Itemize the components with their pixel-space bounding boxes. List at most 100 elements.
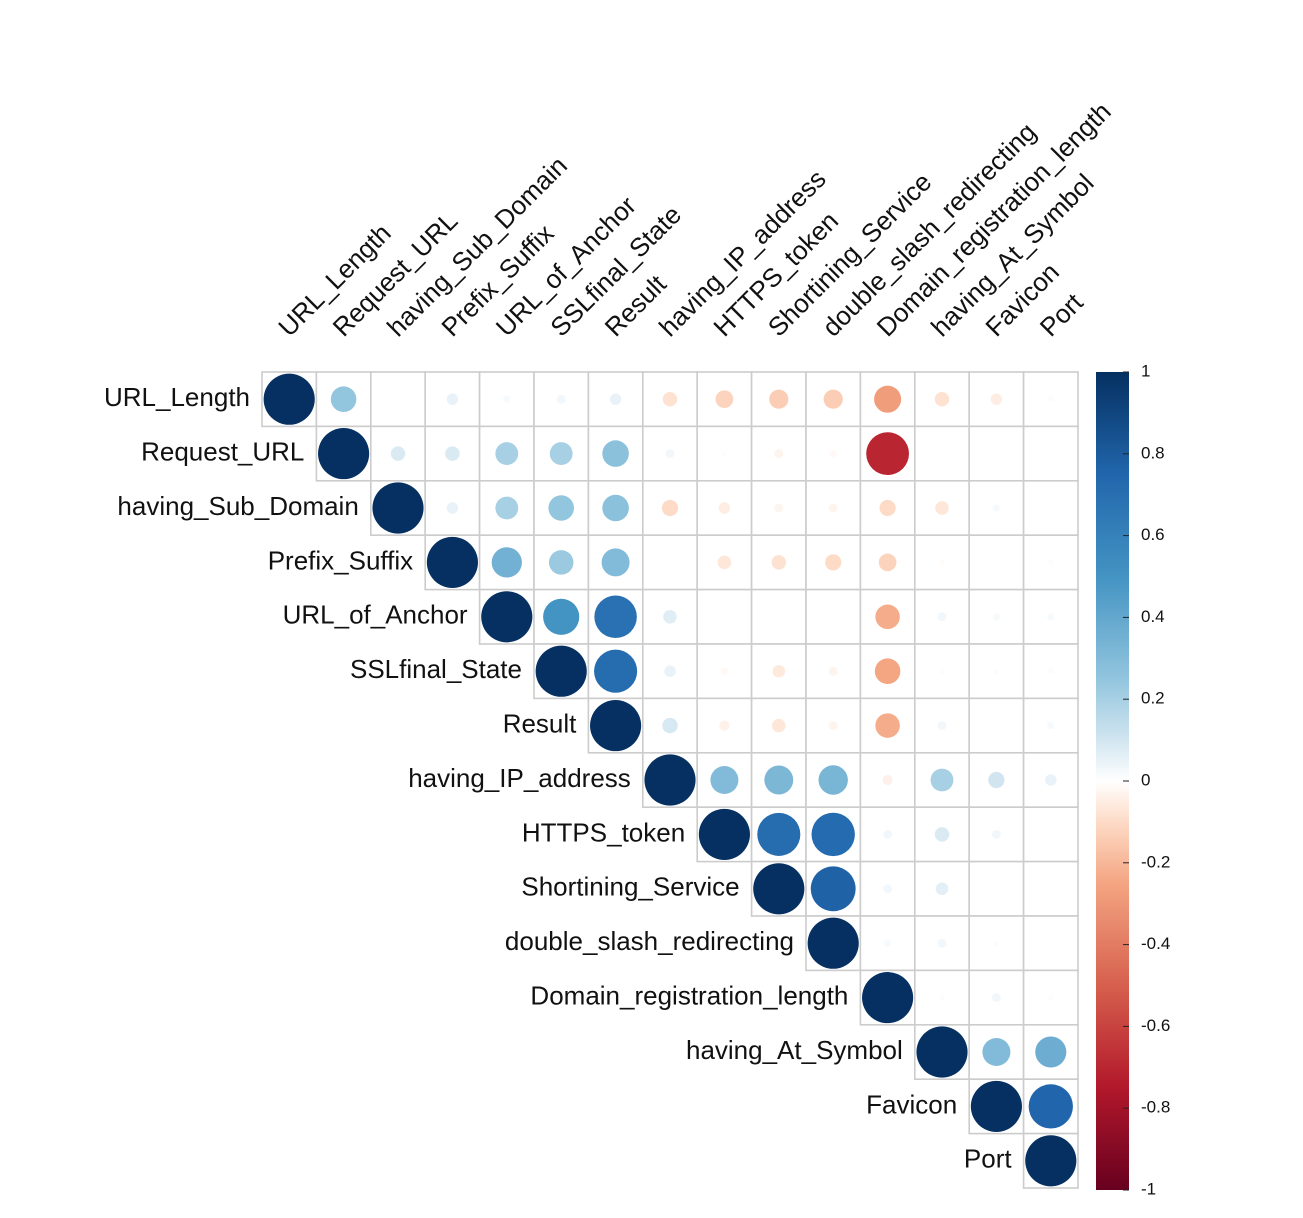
legend-tick-label: -0.2 (1141, 852, 1170, 871)
grid-cell (968, 371, 1025, 428)
correlation-circle (772, 664, 786, 678)
correlation-circle (916, 1026, 968, 1078)
grid-cell (369, 371, 426, 428)
correlation-circle (991, 829, 1001, 839)
grid-cell (641, 371, 698, 428)
grid-cell (1022, 479, 1079, 536)
correlation-circle (661, 499, 679, 517)
column-labels: URL_LengthRequest_URLhaving_Sub_DomainPr… (272, 96, 1116, 342)
grid-cell (1022, 915, 1079, 972)
grid-cell (968, 534, 1025, 591)
correlation-circle (602, 440, 629, 467)
correlation-circle (970, 1080, 1022, 1132)
correlation-circle (594, 649, 638, 693)
legend-tick-label: -0.6 (1141, 1016, 1170, 1035)
correlation-circle (772, 718, 786, 733)
correlation-circle (1047, 613, 1055, 621)
correlation-circle (878, 553, 897, 572)
correlation-circle (495, 442, 519, 466)
correlation-circle (590, 700, 642, 752)
row-label: Request_URL (141, 436, 304, 466)
correlation-circle (937, 938, 947, 948)
correlation-circle (665, 449, 675, 459)
correlation-circle (602, 494, 629, 522)
correlation-circle (810, 866, 856, 912)
correlation-circle (372, 482, 424, 534)
correlation-circle (662, 391, 678, 407)
correlation-circle (491, 547, 522, 578)
correlation-circle (446, 393, 459, 405)
grid-cell (1022, 425, 1079, 482)
legend-tick-label: 0 (1141, 770, 1150, 789)
row-label: Shortining_Service (521, 872, 739, 902)
correlation-circle (883, 939, 892, 947)
correlation-circle (609, 393, 622, 405)
correlation-circle (664, 665, 676, 677)
color-legend: 1 0.8 0.6 0.4 0.2 0 -0.2 -0.4 -0.6 -0.8 -1 (1096, 361, 1170, 1198)
correlation-circle (818, 765, 848, 795)
correlation-circle (866, 432, 909, 475)
correlation-circle (811, 812, 855, 857)
legend-tick-label: -0.4 (1141, 934, 1170, 953)
correlation-circle (698, 808, 750, 860)
correlation-circles (263, 373, 1077, 1187)
correlation-circle (445, 446, 460, 461)
correlation-circle (1048, 668, 1054, 674)
row-label: Prefix_Suffix (268, 545, 413, 575)
row-label: Domain_registration_length (530, 980, 848, 1010)
row-label: SSLfinal_State (350, 654, 522, 684)
grid-cell (641, 697, 698, 754)
correlation-circle (882, 774, 893, 786)
grid-cell (1022, 860, 1079, 917)
correlation-circle (549, 442, 573, 466)
correlation-circle (825, 554, 842, 571)
legend-tick-label: 0.2 (1141, 689, 1165, 708)
legend-tick-label: -1 (1141, 1179, 1156, 1198)
grid-cell (968, 860, 1025, 917)
correlation-circle (543, 598, 580, 635)
correlation-circle (991, 993, 1001, 1003)
correlation-circle (939, 995, 945, 1001)
correlation-circle (1035, 1036, 1067, 1068)
correlation-circle (934, 391, 950, 407)
correlation-circle (939, 559, 945, 565)
row-label: HTTPS_token (522, 817, 685, 847)
correlation-circle (662, 717, 678, 734)
correlation-circle (774, 449, 784, 459)
correlation-circle (823, 389, 843, 409)
correlation-circle (263, 373, 315, 425)
correlation-circle (930, 768, 954, 792)
grid-cell (750, 588, 807, 645)
correlation-circle (883, 829, 893, 839)
correlation-circle (828, 721, 838, 731)
correlation-circle (644, 754, 696, 806)
row-label: double_slash_redirecting (505, 926, 794, 956)
correlation-circle (548, 495, 574, 521)
grid-cell (1022, 969, 1079, 1026)
correlation-circle (710, 766, 739, 794)
correlation-circle (874, 658, 901, 684)
row-label: URL_of_Anchor (283, 600, 468, 630)
correlation-circle (426, 536, 478, 588)
correlation-circle (769, 389, 789, 409)
correlation-circle (875, 713, 900, 738)
correlation-circle (1047, 721, 1055, 730)
correlation-circle (1048, 559, 1054, 565)
correlation-circle (992, 613, 1001, 621)
correlation-circle (720, 667, 729, 675)
correlation-circle (774, 503, 784, 513)
correlation-circle (771, 555, 787, 570)
correlation-circle (988, 771, 1005, 789)
correlation-circle (719, 720, 730, 731)
correlation-circle (1028, 1084, 1073, 1129)
row-label: URL_Length (104, 382, 250, 412)
grid-cell (913, 425, 970, 482)
correlation-circle (764, 765, 794, 795)
correlation-circle (757, 812, 801, 856)
correlation-circle (883, 884, 893, 894)
grid-cell (805, 588, 862, 645)
correlation-circle (1045, 774, 1057, 786)
correlation-circle (935, 882, 949, 896)
